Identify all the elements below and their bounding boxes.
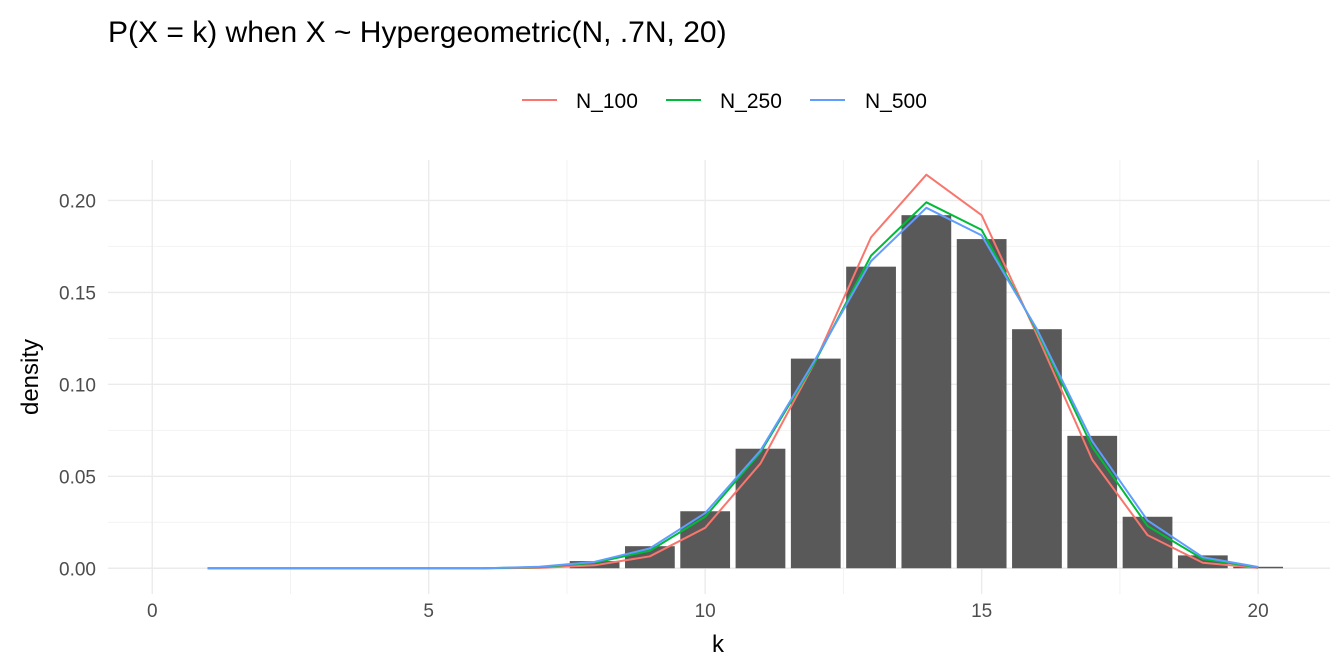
legend: N_100 N_250 N_500 — [522, 90, 927, 113]
legend-label-n-100: N_100 — [576, 90, 638, 113]
legend-label-n-500: N_500 — [865, 90, 927, 113]
y-tick-label: 0.05 — [59, 467, 96, 488]
x-tick-label: 20 — [1248, 601, 1269, 622]
legend-label-n-250: N_250 — [720, 90, 782, 113]
y-tick-label: 0.00 — [59, 559, 96, 580]
x-tick-labels: 0 5 10 15 20 — [147, 601, 1269, 622]
bar — [901, 215, 952, 569]
series-line-n-500 — [207, 206, 1259, 570]
bar — [735, 448, 786, 569]
bar — [790, 358, 841, 569]
bar — [680, 511, 731, 569]
x-tick-label: 5 — [423, 601, 434, 622]
y-axis-title: density — [17, 339, 44, 415]
bar — [1067, 435, 1118, 569]
bar — [1012, 329, 1062, 569]
y-tick-label: 0.20 — [59, 191, 96, 212]
y-tick-label: 0.10 — [59, 375, 96, 396]
x-tick-label: 10 — [695, 601, 716, 622]
x-tick-label: 0 — [147, 601, 158, 622]
y-tick-labels: 0.00 0.05 0.10 0.15 0.20 — [59, 191, 96, 580]
bar — [956, 239, 1007, 569]
bar — [846, 266, 896, 569]
x-axis-title: k — [712, 631, 725, 658]
chart-title: P(X = k) when X ~ Hypergeometric(N, .7N,… — [108, 16, 727, 49]
series-lines — [207, 173, 1259, 570]
y-tick-label: 0.15 — [59, 283, 96, 304]
grid-minor — [108, 160, 1330, 594]
x-tick-label: 15 — [971, 601, 992, 622]
bars — [569, 215, 1283, 569]
